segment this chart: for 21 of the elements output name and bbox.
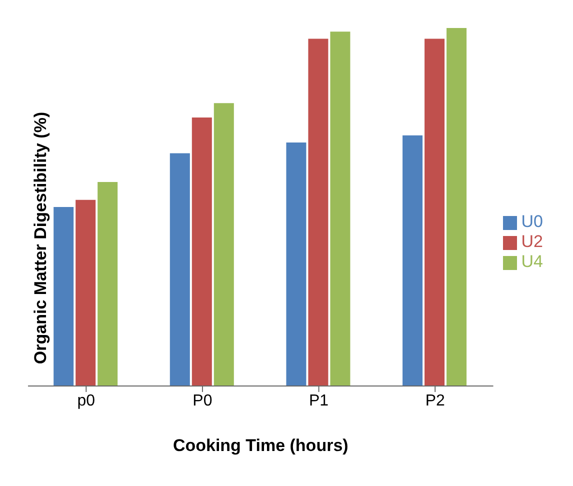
x-tick-label: P0 bbox=[192, 392, 212, 410]
y-axis-title: Organic Matter Digestibility (%) bbox=[31, 112, 50, 364]
bar bbox=[330, 32, 350, 386]
x-tick-label: P2 bbox=[425, 392, 445, 410]
bar bbox=[76, 200, 96, 386]
bar bbox=[308, 38, 328, 386]
bar bbox=[192, 118, 212, 386]
bar bbox=[214, 103, 234, 386]
bar bbox=[424, 38, 445, 386]
x-axis-title: Cooking Time (hours) bbox=[172, 436, 348, 455]
bar bbox=[170, 153, 190, 386]
bar bbox=[286, 142, 306, 386]
x-tick-label: p0 bbox=[77, 392, 96, 410]
legend-label: U0 bbox=[521, 212, 543, 231]
x-tick-label: P1 bbox=[309, 392, 329, 410]
legend-label: U2 bbox=[521, 232, 543, 251]
legend-label: U4 bbox=[521, 252, 543, 271]
bar bbox=[98, 182, 118, 386]
bar bbox=[54, 207, 74, 386]
bar bbox=[402, 135, 423, 386]
bar bbox=[446, 28, 467, 386]
